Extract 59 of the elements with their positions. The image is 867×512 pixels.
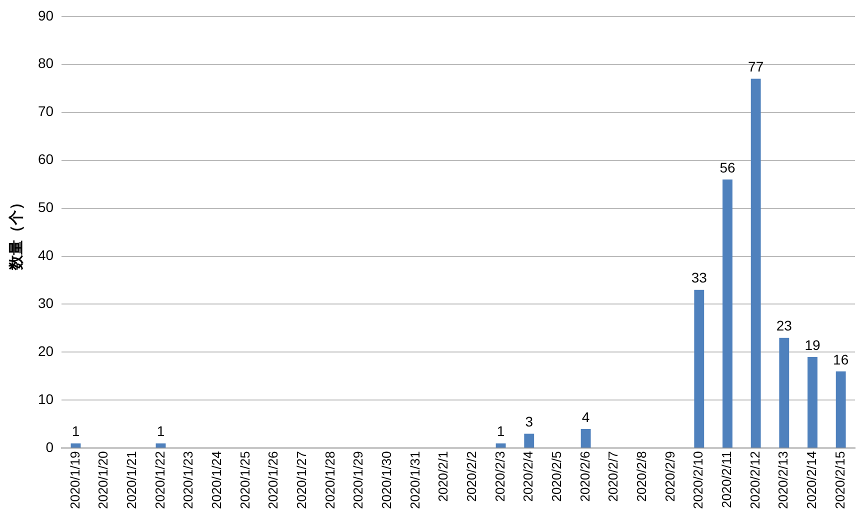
x-tick-label: 2020/2/14: [804, 451, 820, 510]
data-label: 16: [833, 351, 849, 368]
bar: [808, 357, 818, 448]
bar: [496, 443, 506, 448]
y-axis-title: 数量（个）: [8, 194, 26, 271]
data-label: 33: [691, 270, 708, 286]
x-tick-label: 2020/2/3: [492, 451, 508, 502]
bar: [836, 371, 846, 448]
x-tick-label: 2020/2/4: [520, 451, 536, 502]
y-tick-label: 60: [38, 151, 54, 168]
x-tick-label: 2020/1/25: [237, 451, 252, 510]
x-tick-label: 2020/2/15: [832, 451, 848, 510]
x-tick-label: 2020/1/22: [152, 451, 168, 510]
y-tick-label: 80: [38, 55, 54, 72]
x-tick-label: 2020/2/5: [549, 451, 564, 502]
data-label: 4: [582, 408, 590, 425]
bar: [694, 290, 704, 448]
x-tick-label: 2020/2/9: [662, 451, 678, 502]
data-label: 1: [156, 423, 165, 440]
x-tick-label: 2020/2/7: [606, 451, 621, 502]
data-label: 23: [776, 318, 792, 334]
bar: [750, 78, 761, 448]
x-tick-label: 2020/1/30: [379, 451, 394, 510]
y-tick-label: 0: [46, 439, 54, 456]
y-tick-label: 90: [38, 7, 54, 24]
bar: [779, 338, 790, 448]
x-tick-label: 2020/2/11: [719, 451, 734, 508]
y-tick-label: 50: [38, 199, 54, 216]
x-tick-label: 2020/1/19: [67, 451, 82, 510]
data-label: 3: [525, 414, 534, 430]
y-tick-label: 20: [38, 343, 54, 360]
y-tick-label: 70: [38, 103, 54, 120]
bar: [524, 434, 534, 448]
bar: [580, 428, 591, 448]
y-tick-label: 30: [38, 295, 54, 312]
x-tick-label: 2020/1/26: [266, 451, 281, 510]
x-tick-label: 2020/1/24: [209, 451, 224, 510]
x-tick-label: 2020/2/10: [690, 451, 706, 510]
bar: [722, 180, 732, 448]
data-label: 19: [804, 336, 820, 353]
y-tick-label: 40: [38, 247, 54, 264]
x-tick-label: 2020/2/8: [634, 451, 650, 502]
x-tick-label: 2020/1/23: [180, 451, 196, 510]
x-tick-label: 2020/2/13: [776, 451, 791, 510]
data-label: 77: [748, 58, 764, 75]
x-tick-label: 2020/1/31: [407, 451, 422, 510]
x-tick-label: 2020/1/27: [294, 451, 310, 510]
data-label: 1: [72, 423, 80, 440]
data-label: 1: [496, 423, 505, 440]
x-tick-label: 2020/1/20: [96, 451, 111, 510]
data-label: 56: [720, 159, 736, 176]
x-tick-label: 2020/1/28: [322, 451, 338, 510]
x-tick-label: 2020/2/2: [464, 451, 480, 502]
x-tick-label: 2020/1/21: [124, 451, 139, 510]
x-tick-label: 2020/1/29: [350, 451, 366, 510]
x-tick-label: 2020/2/1: [436, 451, 451, 502]
y-tick-label: 10: [38, 391, 54, 408]
x-tick-label: 2020/2/6: [577, 451, 592, 502]
x-tick-label: 2020/2/12: [747, 451, 762, 510]
